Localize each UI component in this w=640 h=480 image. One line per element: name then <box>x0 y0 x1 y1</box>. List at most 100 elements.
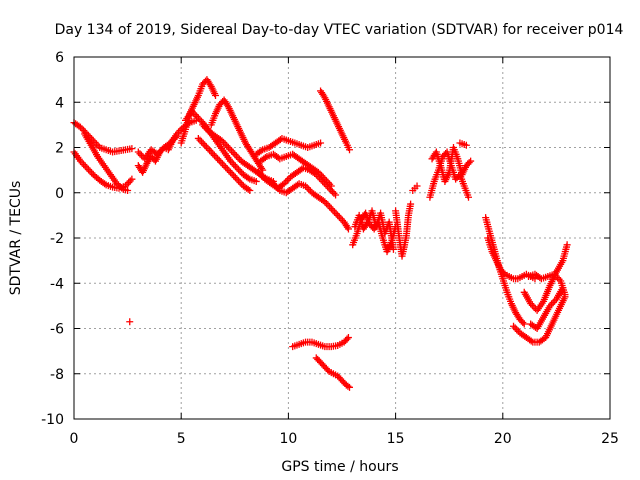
data-point <box>126 318 134 326</box>
data-point <box>201 141 209 149</box>
y-tick-label: 2 <box>55 141 64 157</box>
data-point <box>83 164 91 172</box>
data-point <box>235 177 243 185</box>
data-point <box>101 180 109 188</box>
data-point <box>519 318 527 326</box>
data-point <box>344 225 352 233</box>
data-point <box>124 186 132 194</box>
data-point <box>317 139 325 147</box>
series-track-t <box>392 200 415 260</box>
data-point <box>559 284 567 292</box>
y-tick-label: 4 <box>55 95 64 111</box>
series-track-k <box>252 134 325 158</box>
data-point <box>332 210 340 218</box>
data-point <box>344 334 352 342</box>
data-point <box>231 150 239 158</box>
data-point <box>332 191 340 199</box>
data-point <box>527 337 535 345</box>
data-point <box>210 151 218 159</box>
series-track-j <box>194 134 254 194</box>
data-point <box>465 159 473 167</box>
data-point <box>330 189 338 197</box>
data-point <box>199 140 207 148</box>
data-point <box>223 165 231 173</box>
data-point <box>233 164 241 172</box>
series-track-n <box>263 175 352 233</box>
data-point <box>346 146 354 154</box>
series-track-b <box>70 148 136 192</box>
data-point <box>326 203 334 211</box>
data-point <box>344 382 352 390</box>
data-point <box>125 179 133 187</box>
data-point <box>257 147 265 155</box>
data-point <box>305 185 313 193</box>
series-track-ab <box>520 241 571 314</box>
data-point <box>261 154 269 162</box>
data-point <box>118 184 126 192</box>
data-point <box>176 127 184 135</box>
series-track-l <box>257 150 335 190</box>
data-point <box>128 175 136 183</box>
data-point <box>462 141 470 149</box>
data-point <box>231 173 239 181</box>
data-point <box>202 143 210 151</box>
data-point <box>389 245 397 253</box>
series-track-e <box>134 116 200 163</box>
x-tick-label: 25 <box>601 431 619 447</box>
data-point <box>218 160 226 168</box>
data-point <box>236 179 244 187</box>
y-axis-label: SDTVAR / TECUs <box>8 181 24 296</box>
data-point <box>337 215 345 223</box>
data-point <box>327 205 335 213</box>
data-point <box>209 150 217 158</box>
series-track-a <box>70 119 136 156</box>
chart-title: Day 134 of 2019, Sidereal Day-to-day VTE… <box>55 22 624 38</box>
data-point <box>227 168 235 176</box>
data-point <box>232 152 240 160</box>
data-point <box>212 153 220 161</box>
data-point <box>236 167 244 175</box>
data-point <box>215 157 223 165</box>
y-tick-label: -2 <box>50 231 64 247</box>
series-track-q <box>312 354 354 391</box>
data-point <box>128 145 136 153</box>
data-point <box>231 162 239 170</box>
data-point <box>204 145 212 153</box>
x-tick-label: 15 <box>387 431 405 447</box>
data-point <box>335 213 343 221</box>
data-point <box>134 148 142 156</box>
data-point <box>259 166 267 174</box>
data-point <box>244 174 252 182</box>
data-point <box>86 167 94 175</box>
x-tick-label: 10 <box>279 431 297 447</box>
data-point <box>207 148 215 156</box>
data-point <box>194 134 202 142</box>
data-point <box>343 335 351 343</box>
data-point <box>563 241 571 249</box>
data-point <box>217 158 225 166</box>
data-point <box>80 160 88 168</box>
series-track-aa <box>510 293 569 346</box>
data-point <box>228 170 236 178</box>
y-tick-label: 0 <box>55 186 64 202</box>
data-point <box>228 147 236 155</box>
series-track-p <box>289 334 352 351</box>
y-tick-label: -6 <box>50 322 64 338</box>
grid-lines <box>74 57 610 419</box>
data-point <box>220 162 228 170</box>
data-point <box>324 201 332 209</box>
x-axis-label: GPS time / hours <box>281 459 398 475</box>
data-point <box>413 182 421 190</box>
series-track-s <box>351 207 397 253</box>
series-outlier-1 <box>126 318 134 326</box>
data-point <box>407 200 415 208</box>
series-track-i <box>207 96 267 174</box>
data-point <box>346 383 354 391</box>
data-point <box>225 167 233 175</box>
data-point <box>244 185 252 193</box>
series-track-ac <box>525 270 569 299</box>
data-point <box>214 155 222 163</box>
x-tick-label: 0 <box>70 431 79 447</box>
data-point <box>81 162 89 170</box>
data-point <box>500 269 508 277</box>
